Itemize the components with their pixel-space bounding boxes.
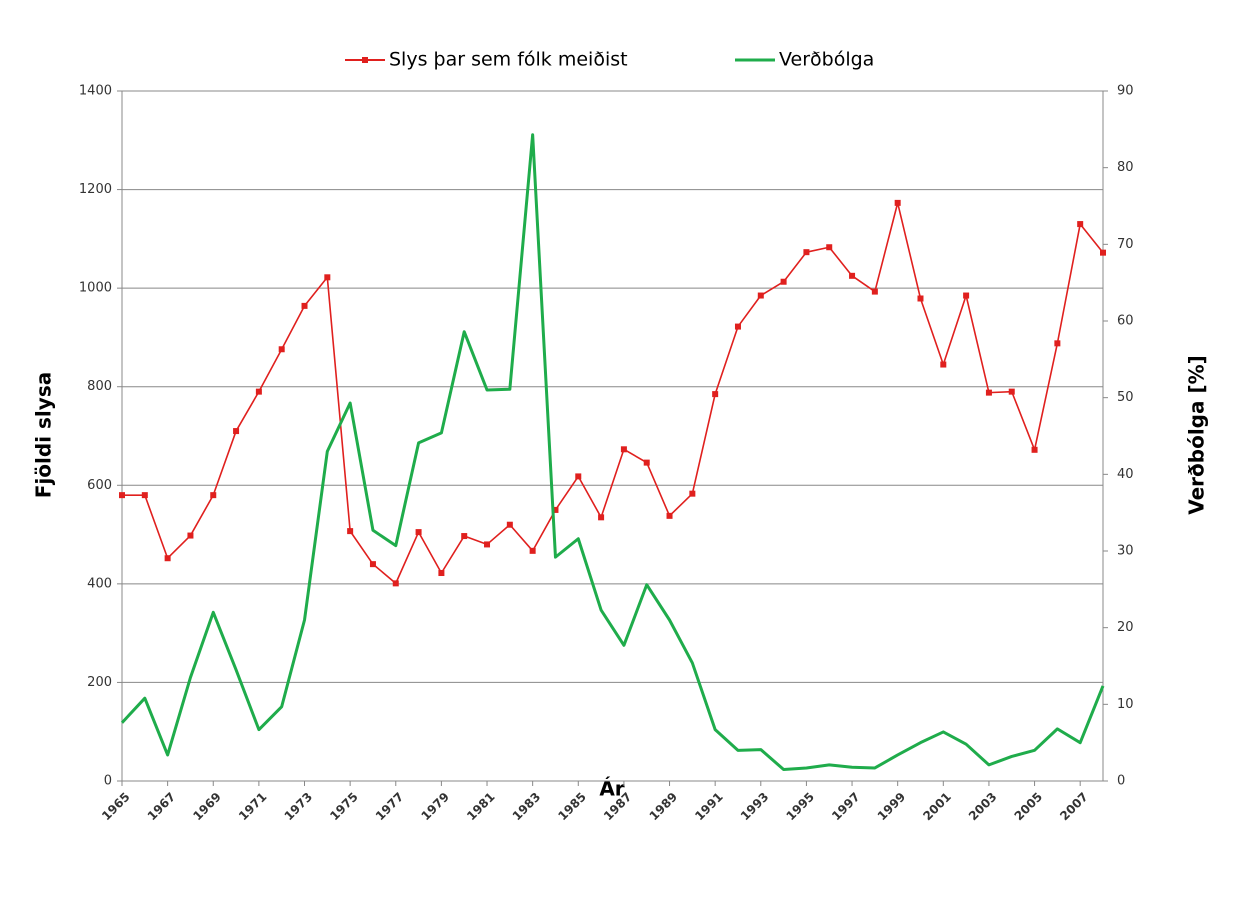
y-tick-label: 800 [87, 379, 112, 394]
point [575, 473, 582, 480]
y2-tick-label: 50 [1117, 390, 1134, 405]
x-tick-label: 1981 [464, 790, 498, 824]
x-tick-label: 1971 [236, 790, 270, 824]
legend-label: Verðbólga [779, 49, 874, 71]
y-tick-label: 0 [104, 774, 112, 789]
series-line [122, 202, 1104, 585]
y-tick-label: 1200 [79, 182, 112, 197]
point [369, 561, 376, 568]
point [210, 492, 217, 499]
point [141, 492, 148, 499]
y-tick-label: 600 [87, 478, 112, 493]
y2-tick-label: 70 [1117, 237, 1134, 252]
point [917, 295, 924, 302]
point [347, 528, 354, 535]
x-tick-label: 1993 [738, 790, 772, 824]
y-tick-label: 400 [87, 576, 112, 591]
point [1031, 446, 1038, 453]
x-tick-label: 1995 [783, 790, 817, 824]
x-tick-label: 1997 [829, 790, 863, 824]
y-axis-label: Fjöldi slysa [32, 372, 56, 498]
point [484, 541, 491, 548]
point [940, 361, 947, 368]
point [187, 532, 194, 539]
point [963, 292, 970, 299]
y2-tick-label: 90 [1117, 84, 1134, 99]
point [552, 506, 559, 513]
point [598, 514, 605, 521]
y2-tick-label: 0 [1117, 774, 1125, 789]
y-tick-label: 200 [87, 675, 112, 690]
point [757, 292, 764, 299]
y2-tick-label: 60 [1117, 314, 1134, 329]
x-tick-label: 1985 [555, 790, 589, 824]
point [1077, 221, 1084, 228]
x-tick-label: 2003 [966, 790, 1000, 824]
point [278, 346, 285, 353]
x-tick-label: 1967 [145, 790, 179, 824]
point [985, 389, 992, 396]
point [529, 547, 536, 554]
point [849, 272, 856, 279]
x-tick-label: 1973 [282, 790, 316, 824]
y2-tick-label: 40 [1117, 467, 1134, 482]
legend-marker [362, 57, 368, 63]
point [871, 288, 878, 295]
y2-tick-label: 80 [1117, 160, 1134, 175]
y2-axis-label: Verðbólga [%] [1185, 355, 1209, 515]
y-tick-label: 1000 [79, 281, 112, 296]
point [164, 555, 171, 562]
point [666, 512, 673, 519]
x-tick-label: 2001 [920, 790, 954, 824]
y2-tick-label: 20 [1117, 620, 1134, 635]
point [1054, 340, 1061, 347]
x-tick-label: 2005 [1012, 790, 1046, 824]
point [392, 580, 399, 587]
point [734, 323, 741, 330]
x-tick-label: 1969 [190, 790, 224, 824]
x-tick-label: 1977 [373, 790, 407, 824]
point [712, 391, 719, 398]
x-tick-label: 1999 [875, 790, 909, 824]
point [826, 244, 833, 251]
point [415, 529, 422, 536]
point [689, 490, 696, 497]
point [233, 428, 240, 435]
point [301, 302, 308, 309]
x-tick-label: 1991 [692, 790, 726, 824]
point [438, 570, 445, 577]
x-tick-label: 1965 [99, 790, 133, 824]
point [461, 533, 468, 540]
point [1008, 388, 1015, 395]
x-tick-label: 2007 [1057, 790, 1091, 824]
point [780, 278, 787, 285]
y2-tick-label: 10 [1117, 697, 1134, 712]
point [255, 388, 262, 395]
y-tick-label: 1400 [79, 84, 112, 99]
y2-tick-label: 30 [1117, 544, 1134, 559]
x-tick-label: 1989 [647, 790, 681, 824]
series-line [120, 133, 1105, 771]
x-tick-label: 1979 [418, 790, 452, 824]
legend-label: Slys þar sem fólk meiðist [389, 49, 628, 71]
point [643, 459, 650, 466]
point [803, 249, 810, 256]
point [506, 521, 513, 528]
point [894, 199, 901, 206]
point [119, 492, 125, 499]
x-tick-label: 1975 [327, 790, 361, 824]
x-tick-label: 1983 [510, 790, 544, 824]
point [620, 446, 627, 453]
point [1100, 249, 1106, 256]
point [324, 274, 331, 281]
